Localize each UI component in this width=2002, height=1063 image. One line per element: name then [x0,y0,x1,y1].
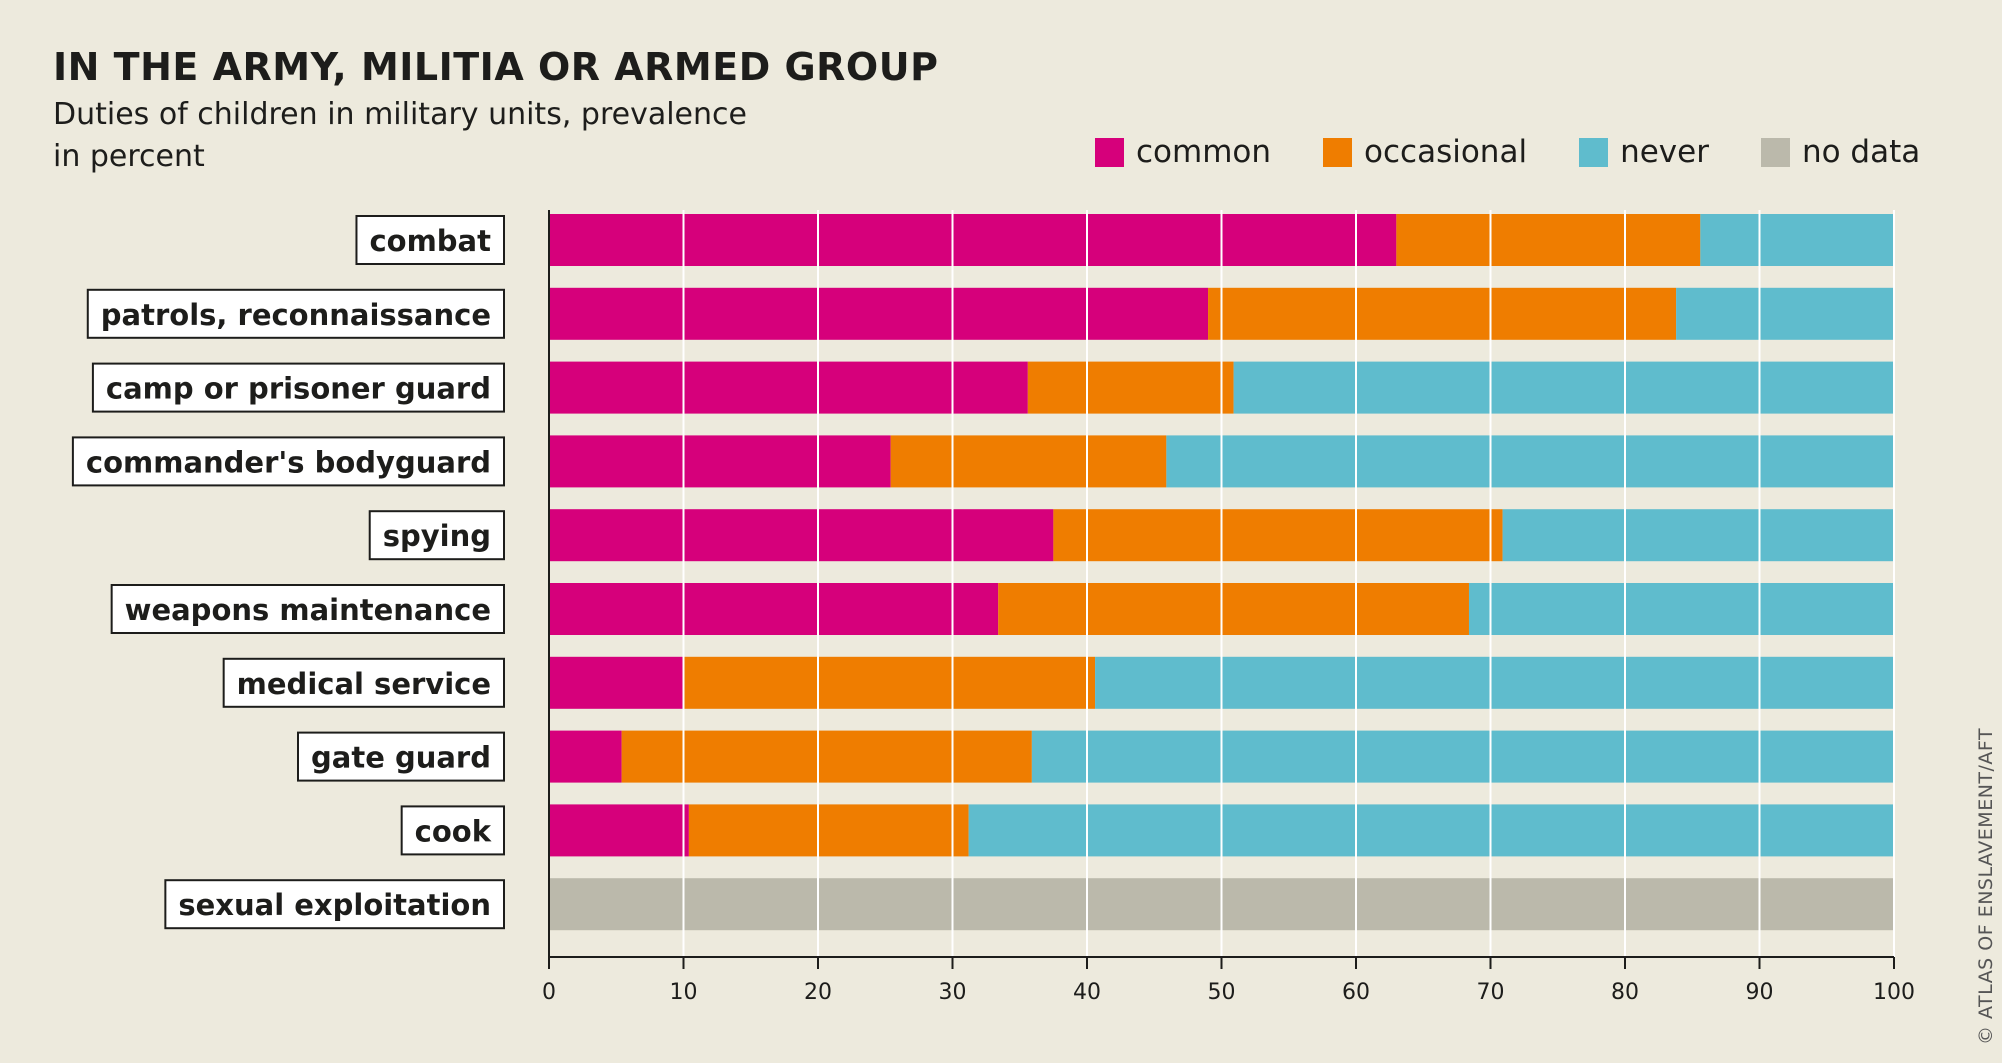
category-labels-group: combat patrols, reconnaissance camp or pri… [71,215,505,930]
category-label-box-commander-s-bodyguard [71,436,505,487]
category-label-spying: spying [383,519,491,553]
bar-common-camp-or-prisoner-guard [549,361,1028,414]
x-tick-label-30: 30 [939,980,967,1005]
x-axis: 0 10 20 30 40 50 60 70 80 90 100 [542,210,1915,1005]
legend-swatch-common [1095,137,1124,167]
category-label-box-sexual-exploitation [164,879,505,930]
bar-common-spying [549,509,1054,562]
bar-never-medical-service [1095,656,1894,709]
legend-item-occasional: occasional [1323,134,1527,170]
gridlines-group [682,210,1895,957]
category-label-box-patrols-reconnaissance [86,288,505,339]
category-label-box-spying [368,510,505,561]
bar-never-spying [1502,509,1894,562]
bar-common-medical-service [549,656,684,709]
x-tick-label-20: 20 [804,980,832,1005]
x-tick-label-100: 100 [1873,980,1915,1005]
bar-never-camp-or-prisoner-guard [1233,361,1894,414]
x-tick-label-90: 90 [1746,980,1774,1005]
legend-item-never: never [1579,134,1709,170]
legend-label-common: common [1136,134,1272,170]
category-label-box-combat [355,215,505,265]
category-label-sexual-exploitation: sexual exploitation [178,888,491,922]
x-tick-label-10: 10 [670,980,698,1005]
category-label-camp-or-prisoner-guard: camp or prisoner guard [106,372,491,406]
legend-item-common: common [1095,134,1271,170]
category-label-box-camp-or-prisoner-guard [91,362,505,413]
bar-occasional-spying [1053,509,1503,562]
bar-occasional-cook [688,804,969,857]
category-label-combat: combat [369,224,491,258]
bar-common-commander-s-bodyguard [549,435,891,488]
bar-occasional-patrols-reconnaissance [1208,287,1677,340]
legend-label-never: never [1620,134,1709,170]
legend-label-occasional: occasional [1364,134,1528,170]
legend-item-no-data: no data [1760,134,1921,170]
bar-never-weapons-maintenance [1468,583,1894,635]
bar-common-combat [549,214,1397,266]
legend: common occasional never no data [1095,134,1920,170]
bar-occasional-camp-or-prisoner-guard [1027,361,1234,414]
category-label-weapons-maintenance: weapons maintenance [125,593,491,627]
category-label-gate-guard: gate guard [311,741,491,775]
bar-never-patrols-reconnaissance [1676,287,1894,340]
legend-swatch-occasional [1323,137,1353,167]
bars-group [549,214,1894,931]
chart-subtitle: Duties of children in military units, pr… [53,97,747,174]
bar-never-combat [1700,214,1894,266]
bar-occasional-gate-guard [621,730,1032,783]
bar-occasional-commander-s-bodyguard [890,435,1167,488]
credit-text: © ATLAS OF ENSLAVEMENT/AFT [1975,727,1997,1045]
legend-swatch-no-data [1760,137,1790,167]
category-label-patrols-reconnaissance: patrols, reconnaissance [101,298,491,332]
x-tick-label-0: 0 [542,980,556,1005]
bar-never-gate-guard [1031,730,1894,783]
chart-title: IN THE ARMY, MILITIA OR ARMED GROUP [53,45,939,89]
legend-swatch-never [1579,137,1609,167]
x-tick-label-60: 60 [1342,980,1370,1005]
bar-common-patrols-reconnaissance [549,287,1209,340]
bar-common-gate-guard [549,730,622,783]
bar-never-commander-s-bodyguard [1166,435,1894,488]
x-tick-label-80: 80 [1611,980,1639,1005]
category-label-box-cook [400,805,505,856]
category-label-medical-service: medical service [237,667,491,701]
category-label-box-gate-guard [297,731,505,782]
category-label-box-weapons-maintenance [110,584,505,634]
x-tick-label-50: 50 [1208,980,1236,1005]
category-label-box-medical-service [222,657,505,708]
bar-occasional-weapons-maintenance [998,583,1469,635]
category-label-cook: cook [415,814,492,848]
bar-occasional-combat [1396,214,1701,266]
bar-occasional-medical-service [683,656,1096,709]
category-label-commander-s-bodyguard: commander's bodyguard [86,445,491,479]
bar-common-cook [549,804,689,857]
bar-common-weapons-maintenance [549,583,999,635]
legend-label-no-data: no data [1801,134,1921,170]
x-tick-label-70: 70 [1477,980,1505,1005]
x-tick-label-40: 40 [1073,980,1101,1005]
bar-never-cook [968,804,1894,857]
